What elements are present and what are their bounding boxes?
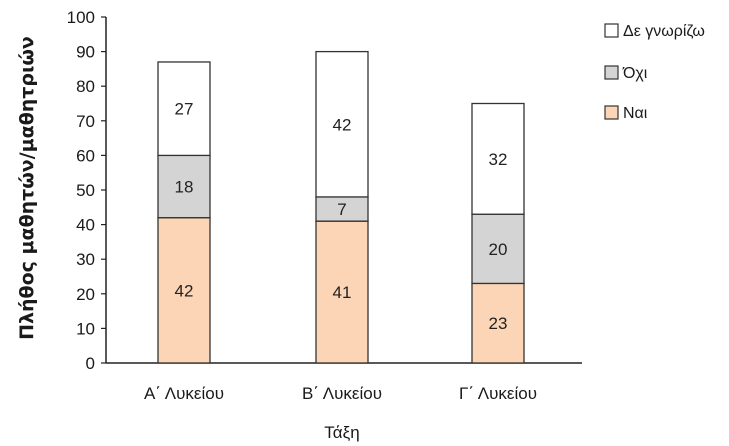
bars: 42 18 27 41 7 42 23 20 32	[157, 50, 525, 364]
legend-label: Δε γνωρίζω	[623, 23, 705, 40]
axes: 0 10 20 30 40 50 60 70 80 90 100 Α΄ Λυκείου Β΄ Λυκεί…	[67, 8, 582, 403]
y-tick-label: 60	[76, 146, 95, 165]
legend-swatch	[604, 65, 619, 80]
y-tick-label: 50	[76, 181, 95, 200]
y-tick-label: 100	[67, 8, 95, 27]
y-tick-label: 0	[86, 354, 95, 373]
y-axis-title: Πλήθος μαθητών/μαθητριών	[16, 36, 38, 340]
data-label: 32	[489, 150, 508, 169]
bar-segment	[315, 50, 369, 198]
bar-segment	[157, 61, 211, 157]
data-label: 7	[337, 200, 346, 219]
y-tick-label: 90	[76, 43, 95, 62]
y-tick-label: 10	[76, 319, 95, 338]
legend-label: Όχι	[622, 65, 648, 82]
x-tick-label: Β΄ Λυκείου	[302, 384, 382, 403]
data-label: 20	[489, 240, 508, 259]
bar-segment	[471, 213, 525, 285]
data-label: 27	[175, 100, 194, 119]
legend-swatch	[604, 23, 619, 38]
data-label: 41	[333, 283, 352, 302]
legend: Δε γνωρίζω Όχι Ναι	[604, 23, 705, 122]
y-tick-label: 30	[76, 250, 95, 269]
x-tick-label: Α΄ Λυκείου	[144, 384, 224, 403]
y-tick-label: 70	[76, 112, 95, 131]
data-label: 18	[175, 178, 194, 197]
bar-segment	[157, 154, 211, 219]
x-tick-label: Γ΄ Λυκείου	[459, 384, 537, 403]
legend-label: Ναι	[623, 105, 648, 122]
x-axis-title: Τάξη	[324, 423, 359, 442]
y-tick-label: 80	[76, 77, 95, 96]
bar-segment	[315, 220, 369, 364]
y-tick-label: 20	[76, 285, 95, 304]
bar-segment	[471, 102, 525, 215]
data-label: 42	[175, 281, 194, 300]
data-label: 42	[333, 115, 352, 134]
data-label: 23	[489, 314, 508, 333]
y-tick-label: 40	[76, 216, 95, 235]
legend-swatch	[604, 105, 619, 120]
